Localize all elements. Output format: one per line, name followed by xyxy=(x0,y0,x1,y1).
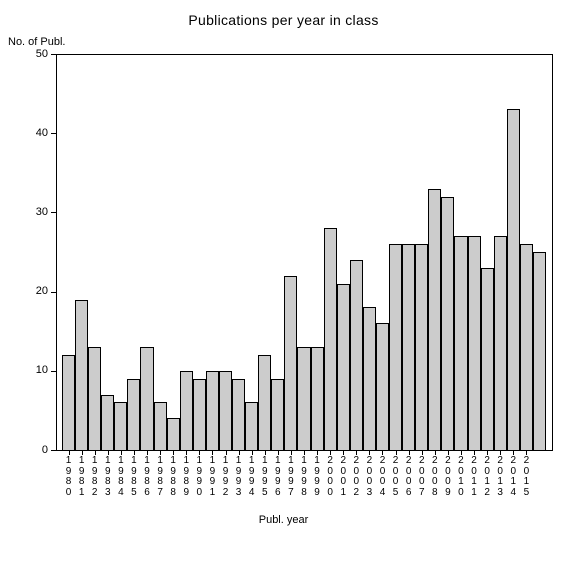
bar xyxy=(507,109,520,450)
bar xyxy=(219,371,232,450)
bar xyxy=(454,236,467,450)
x-tick-label: 2008 xyxy=(428,456,441,498)
x-tick-label: 1989 xyxy=(180,456,193,498)
x-tick-label: 1984 xyxy=(114,456,127,498)
bar xyxy=(428,189,441,450)
x-tick-label: 2012 xyxy=(481,456,494,498)
bar xyxy=(415,244,428,450)
x-tick-label: 1982 xyxy=(88,456,101,498)
y-tick-label: 10 xyxy=(18,364,48,376)
chart-container: Publications per year in class No. of Pu… xyxy=(0,0,567,567)
bar xyxy=(468,236,481,450)
bar xyxy=(297,347,310,450)
bar xyxy=(311,347,324,450)
x-tick-label: 2004 xyxy=(376,456,389,498)
y-axis-label: No. of Publ. xyxy=(8,36,65,48)
bar xyxy=(376,323,389,450)
axis-right xyxy=(552,54,553,450)
bar xyxy=(180,371,193,450)
bar xyxy=(363,307,376,450)
y-tick-mark xyxy=(51,450,56,451)
y-tick-label: 50 xyxy=(18,48,48,60)
bar xyxy=(324,228,337,450)
x-tick-label: 1992 xyxy=(219,456,232,498)
bar xyxy=(232,379,245,450)
y-tick-label: 30 xyxy=(18,206,48,218)
x-tick-label: 1980 xyxy=(62,456,75,498)
y-tick-mark xyxy=(51,292,56,293)
x-tick-label: 2007 xyxy=(415,456,428,498)
bar xyxy=(88,347,101,450)
y-tick-label: 0 xyxy=(18,444,48,456)
x-tick-label: 2013 xyxy=(494,456,507,498)
bar xyxy=(127,379,140,450)
bar xyxy=(62,355,75,450)
x-tick-label: 2014 xyxy=(507,456,520,498)
bar xyxy=(389,244,402,450)
y-tick-mark xyxy=(51,54,56,55)
bar xyxy=(114,402,127,450)
x-tick-label: 1981 xyxy=(75,456,88,498)
bar xyxy=(193,379,206,450)
bar xyxy=(206,371,219,450)
bar xyxy=(101,395,114,450)
x-axis-label: Publ. year xyxy=(0,514,567,526)
x-tick-label: 2006 xyxy=(402,456,415,498)
x-tick-label: 1998 xyxy=(297,456,310,498)
x-tick-label: 1997 xyxy=(284,456,297,498)
y-tick-mark xyxy=(51,212,56,213)
x-tick-label: 1999 xyxy=(311,456,324,498)
bar xyxy=(284,276,297,450)
bar xyxy=(494,236,507,450)
bar xyxy=(350,260,363,450)
x-tick-label: 1990 xyxy=(193,456,206,498)
x-tick-label: 1995 xyxy=(258,456,271,498)
bar xyxy=(75,300,88,450)
bar xyxy=(154,402,167,450)
bar xyxy=(271,379,284,450)
bar xyxy=(441,197,454,450)
x-tick-label: 1988 xyxy=(167,456,180,498)
bar xyxy=(520,244,533,450)
x-tick-label: 1983 xyxy=(101,456,114,498)
x-tick-label: 1994 xyxy=(245,456,258,498)
x-tick-label: 2002 xyxy=(350,456,363,498)
bar xyxy=(337,284,350,450)
x-tick-label: 2005 xyxy=(389,456,402,498)
x-tick-label: 2009 xyxy=(441,456,454,498)
x-tick-label: 2011 xyxy=(468,456,481,498)
bar xyxy=(533,252,546,450)
bars-area xyxy=(56,54,552,450)
x-tick-label: 1987 xyxy=(154,456,167,498)
y-tick-label: 20 xyxy=(18,285,48,297)
bar xyxy=(245,402,258,450)
x-tick-label: 1993 xyxy=(232,456,245,498)
x-tick-label: 2003 xyxy=(363,456,376,498)
x-tick-label: 1985 xyxy=(127,456,140,498)
x-tick-label: 1991 xyxy=(206,456,219,498)
bar xyxy=(402,244,415,450)
x-tick-label: 1996 xyxy=(271,456,284,498)
chart-title: Publications per year in class xyxy=(0,12,567,28)
y-tick-mark xyxy=(51,133,56,134)
bar xyxy=(167,418,180,450)
x-tick-label: 2010 xyxy=(454,456,467,498)
y-tick-label: 40 xyxy=(18,127,48,139)
x-tick-label: 1986 xyxy=(140,456,153,498)
y-tick-mark xyxy=(51,371,56,372)
bar xyxy=(481,268,494,450)
x-tick-label: 2015 xyxy=(520,456,533,498)
x-tick-label: 2001 xyxy=(337,456,350,498)
bar xyxy=(258,355,271,450)
bar xyxy=(140,347,153,450)
x-tick-label: 2000 xyxy=(324,456,337,498)
